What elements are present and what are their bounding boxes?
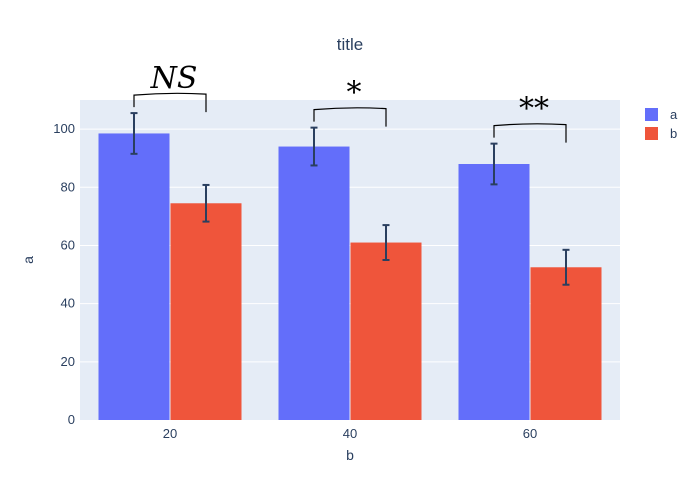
error-bar-a-40 — [310, 126, 318, 167]
legend-swatch-a — [645, 108, 658, 121]
y-tick-label: 80 — [61, 179, 75, 194]
y-axis-ticks: 0 20 40 60 80 100 — [53, 121, 75, 427]
bar-b-60[interactable] — [530, 267, 602, 420]
y-tick-label: 20 — [61, 354, 75, 369]
plot-background — [80, 100, 620, 420]
bar-b-40[interactable] — [350, 242, 422, 420]
bars — [98, 133, 602, 421]
y-tick-label: 100 — [53, 121, 75, 136]
annotation-40: * — [313, 76, 387, 127]
significance-annotations: NS * ** — [133, 61, 567, 143]
legend-label-a: a — [670, 107, 678, 122]
error-bars — [130, 112, 570, 286]
error-bar-b-40 — [382, 224, 390, 261]
error-bar-b-60 — [562, 248, 570, 286]
chart-title: title — [337, 35, 363, 54]
error-bar-b-20 — [202, 183, 210, 223]
significance-label: * — [347, 76, 362, 111]
bar-b-20[interactable] — [170, 203, 242, 420]
error-bar-a-60 — [490, 142, 498, 186]
significance-label: ** — [519, 92, 549, 127]
y-tick-label: 40 — [61, 296, 75, 311]
x-tick-label: 60 — [523, 426, 537, 441]
error-bar-a-20 — [130, 112, 138, 155]
gridlines — [80, 128, 620, 363]
significance-bracket — [133, 92, 207, 113]
y-tick-label: 0 — [68, 412, 75, 427]
x-axis-ticks: 20 40 60 — [163, 426, 537, 441]
significance-bracket — [313, 107, 387, 127]
x-tick-label: 20 — [163, 426, 177, 441]
legend-item-b[interactable]: b — [645, 126, 677, 141]
x-tick-label: 40 — [343, 426, 357, 441]
bar-a-20[interactable] — [98, 133, 170, 421]
significance-label: NS — [150, 61, 198, 96]
legend-item-a[interactable]: a — [645, 107, 678, 122]
legend-swatch-b — [645, 127, 658, 140]
significance-bracket — [493, 123, 567, 143]
y-axis-title: a — [20, 256, 36, 264]
annotation-60: ** — [493, 92, 567, 143]
y-tick-label: 60 — [61, 237, 75, 252]
bar-a-60[interactable] — [458, 164, 530, 420]
annotation-20: NS — [133, 61, 207, 113]
legend-label-b: b — [670, 126, 677, 141]
legend: a b — [645, 107, 678, 141]
x-axis-title: b — [346, 447, 354, 463]
bar-a-40[interactable] — [278, 146, 350, 420]
